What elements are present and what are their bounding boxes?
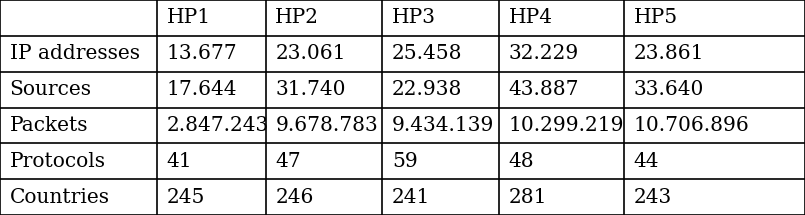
Text: HP4: HP4 bbox=[509, 8, 553, 28]
Text: 281: 281 bbox=[509, 187, 547, 207]
Text: 243: 243 bbox=[634, 187, 672, 207]
Text: 43.887: 43.887 bbox=[509, 80, 580, 99]
Text: 23.061: 23.061 bbox=[275, 44, 346, 63]
Text: 31.740: 31.740 bbox=[275, 80, 346, 99]
Text: 9.678.783: 9.678.783 bbox=[275, 116, 378, 135]
Text: HP2: HP2 bbox=[275, 8, 320, 28]
Text: 44: 44 bbox=[634, 152, 659, 171]
Text: Packets: Packets bbox=[10, 116, 89, 135]
Text: 13.677: 13.677 bbox=[167, 44, 237, 63]
Text: 48: 48 bbox=[509, 152, 535, 171]
Text: Sources: Sources bbox=[10, 80, 92, 99]
Text: 2.847.243: 2.847.243 bbox=[167, 116, 269, 135]
Text: Countries: Countries bbox=[10, 187, 109, 207]
Text: 17.644: 17.644 bbox=[167, 80, 237, 99]
Text: 33.640: 33.640 bbox=[634, 80, 704, 99]
Text: 10.299.219: 10.299.219 bbox=[509, 116, 624, 135]
Text: 9.434.139: 9.434.139 bbox=[392, 116, 494, 135]
Text: HP1: HP1 bbox=[167, 8, 211, 28]
Text: 25.458: 25.458 bbox=[392, 44, 463, 63]
Text: 10.706.896: 10.706.896 bbox=[634, 116, 749, 135]
Text: 47: 47 bbox=[275, 152, 301, 171]
Text: 22.938: 22.938 bbox=[392, 80, 462, 99]
Text: 41: 41 bbox=[167, 152, 192, 171]
Text: 245: 245 bbox=[167, 187, 205, 207]
Text: 23.861: 23.861 bbox=[634, 44, 704, 63]
Text: 32.229: 32.229 bbox=[509, 44, 579, 63]
Text: 241: 241 bbox=[392, 187, 431, 207]
Text: Protocols: Protocols bbox=[10, 152, 105, 171]
Text: 59: 59 bbox=[392, 152, 418, 171]
Text: HP5: HP5 bbox=[634, 8, 678, 28]
Text: IP addresses: IP addresses bbox=[10, 44, 139, 63]
Text: 246: 246 bbox=[275, 187, 314, 207]
Text: HP3: HP3 bbox=[392, 8, 436, 28]
